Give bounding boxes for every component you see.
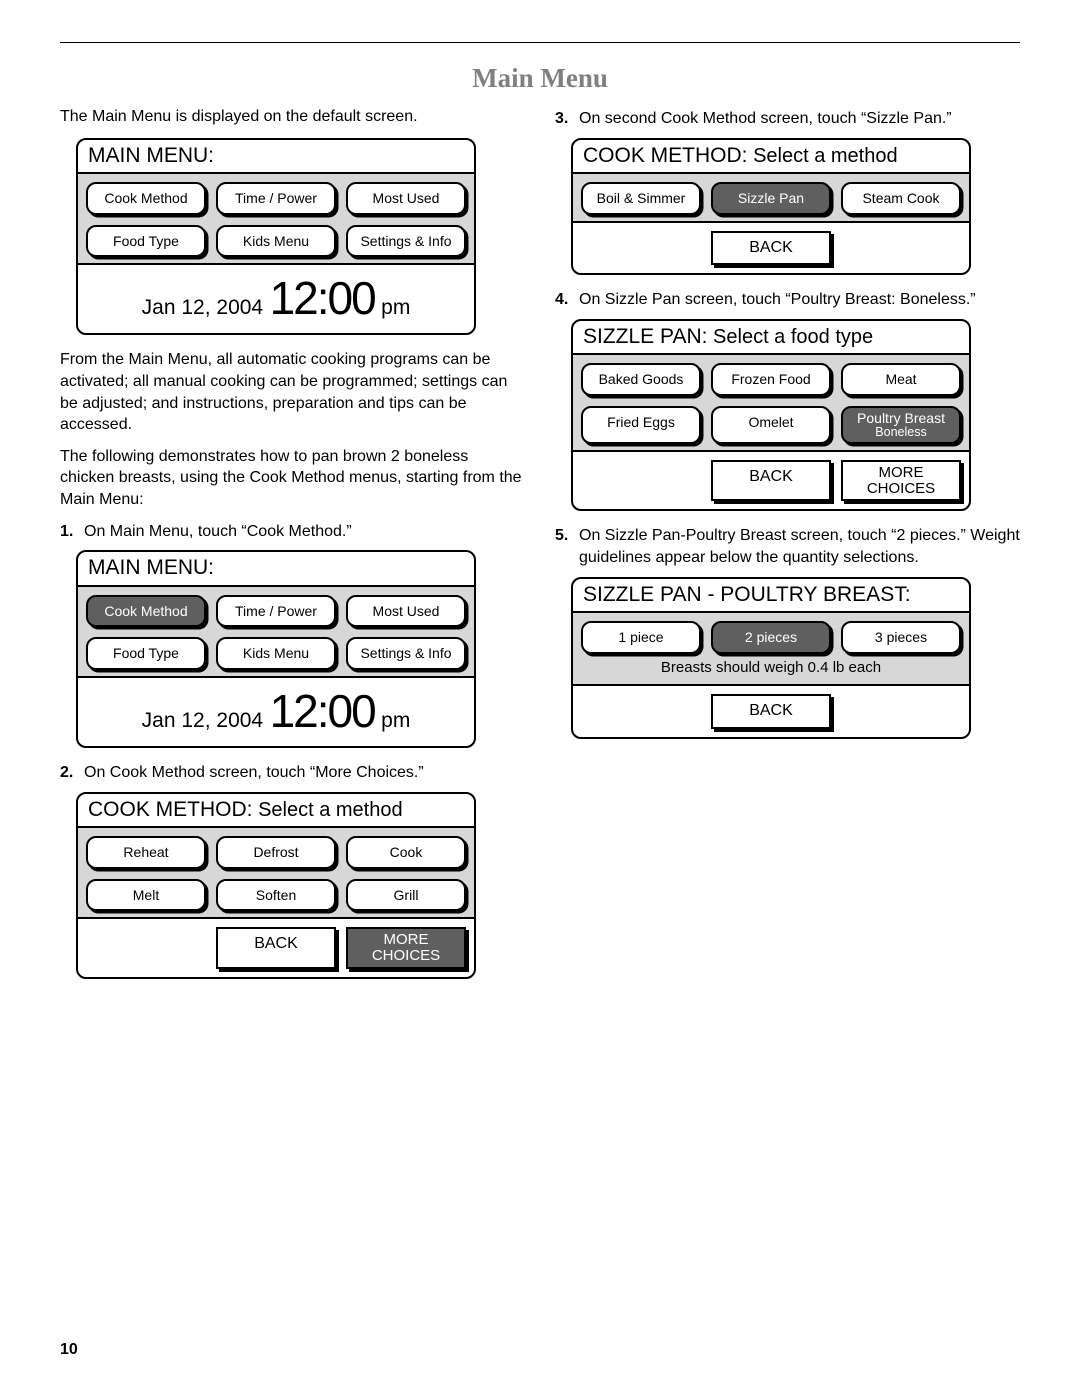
btn-boil-simmer[interactable]: Boil & Simmer: [581, 182, 701, 215]
btn-cook-method-selected[interactable]: Cook Method: [86, 595, 206, 628]
btn-cook[interactable]: Cook: [346, 836, 466, 869]
step-1: 1. On Main Menu, touch “Cook Method.”: [60, 521, 525, 543]
clock-date: Jan 12, 2004: [142, 296, 263, 319]
screen1-title: MAIN MENU:: [88, 144, 214, 167]
screen-sizzle-pan: SIZZLE PAN: Select a food type Baked Goo…: [571, 319, 971, 511]
left-column: The Main Menu is displayed on the defaul…: [60, 102, 525, 993]
btn-meat[interactable]: Meat: [841, 363, 961, 396]
btn-grill[interactable]: Grill: [346, 879, 466, 912]
step-3: 3. On second Cook Method screen, touch “…: [555, 108, 1020, 130]
intro-text-1: The Main Menu is displayed on the defaul…: [60, 106, 525, 128]
clock-ampm: pm: [381, 296, 410, 319]
btn-cook-method[interactable]: Cook Method: [86, 182, 206, 215]
btn-food-type[interactable]: Food Type: [86, 225, 206, 258]
btn-food-type[interactable]: Food Type: [86, 637, 206, 670]
btn-fried-eggs[interactable]: Fried Eggs: [581, 406, 701, 444]
step-4: 4. On Sizzle Pan screen, touch “Poultry …: [555, 289, 1020, 311]
screen-cook-method-1: COOK METHOD: Select a method Reheat Defr…: [76, 792, 476, 979]
screen-main-menu-1: MAIN MENU: Cook Method Time / Power Most…: [76, 138, 476, 336]
cm1-sub: Select a method: [253, 799, 403, 821]
btn-sizzle-pan-selected[interactable]: Sizzle Pan: [711, 182, 831, 215]
clock-time: 12:00: [270, 272, 375, 324]
btn-settings-info[interactable]: Settings & Info: [346, 225, 466, 258]
nav-back[interactable]: BACK: [711, 694, 831, 729]
btn-soften[interactable]: Soften: [216, 879, 336, 912]
btn-reheat[interactable]: Reheat: [86, 836, 206, 869]
btn-defrost[interactable]: Defrost: [216, 836, 336, 869]
screen-cook-method-2: COOK METHOD: Select a method Boil & Simm…: [571, 138, 971, 276]
btn-most-used[interactable]: Most Used: [346, 595, 466, 628]
nav-back[interactable]: BACK: [711, 460, 831, 502]
step-5: 5. On Sizzle Pan-Poultry Breast screen, …: [555, 525, 1020, 568]
clock-bar-2: Jan 12, 2004 12:00 pm: [78, 678, 474, 746]
clock-bar: Jan 12, 2004 12:00 pm: [78, 265, 474, 333]
btn-frozen-food[interactable]: Frozen Food: [711, 363, 831, 396]
nav-more-choices[interactable]: MORECHOICES: [346, 927, 466, 969]
btn-kids-menu[interactable]: Kids Menu: [216, 637, 336, 670]
intro-text-2: From the Main Menu, all automatic cookin…: [60, 349, 525, 435]
page-title: Main Menu: [60, 63, 1020, 94]
step-2: 2. On Cook Method screen, touch “More Ch…: [60, 762, 525, 784]
btn-2-pieces-selected[interactable]: 2 pieces: [711, 621, 831, 654]
btn-baked-goods[interactable]: Baked Goods: [581, 363, 701, 396]
btn-most-used[interactable]: Most Used: [346, 182, 466, 215]
intro-text-3: The following demonstrates how to pan br…: [60, 446, 525, 511]
screen-main-menu-2: MAIN MENU: Cook Method Time / Power Most…: [76, 550, 476, 748]
right-column: 3. On second Cook Method screen, touch “…: [555, 102, 1020, 993]
btn-kids-menu[interactable]: Kids Menu: [216, 225, 336, 258]
screen-poultry-pieces: SIZZLE PAN - POULTRY BREAST: 1 piece 2 p…: [571, 577, 971, 739]
screen2-title: MAIN MENU:: [88, 556, 214, 579]
weight-note: Breasts should weigh 0.4 lb each: [581, 654, 961, 678]
btn-settings-info[interactable]: Settings & Info: [346, 637, 466, 670]
btn-omelet[interactable]: Omelet: [711, 406, 831, 444]
page-number: 10: [60, 1341, 78, 1359]
btn-3-pieces[interactable]: 3 pieces: [841, 621, 961, 654]
btn-steam-cook[interactable]: Steam Cook: [841, 182, 961, 215]
nav-back[interactable]: BACK: [216, 927, 336, 969]
btn-time-power[interactable]: Time / Power: [216, 182, 336, 215]
top-rule: [60, 42, 1020, 43]
nav-more-choices[interactable]: MORECHOICES: [841, 460, 961, 502]
cm1-title: COOK METHOD:: [88, 798, 253, 821]
btn-poultry-breast-selected[interactable]: Poultry Breast Boneless: [841, 406, 961, 444]
btn-melt[interactable]: Melt: [86, 879, 206, 912]
nav-back[interactable]: BACK: [711, 231, 831, 266]
btn-time-power[interactable]: Time / Power: [216, 595, 336, 628]
btn-1-piece[interactable]: 1 piece: [581, 621, 701, 654]
